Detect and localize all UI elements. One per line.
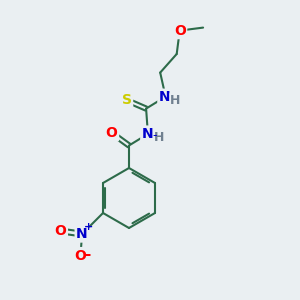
Text: N: N [142,127,153,141]
Text: O: O [55,224,66,238]
Text: N: N [76,227,88,241]
Text: +: + [84,222,93,233]
Text: -: - [152,129,157,142]
Text: N: N [159,90,170,104]
Text: H: H [154,131,164,144]
Text: O: O [75,249,86,262]
Text: O: O [174,24,186,38]
Text: -: - [84,247,90,262]
Text: H: H [170,94,180,107]
Text: S: S [122,93,132,107]
Text: O: O [106,126,118,140]
